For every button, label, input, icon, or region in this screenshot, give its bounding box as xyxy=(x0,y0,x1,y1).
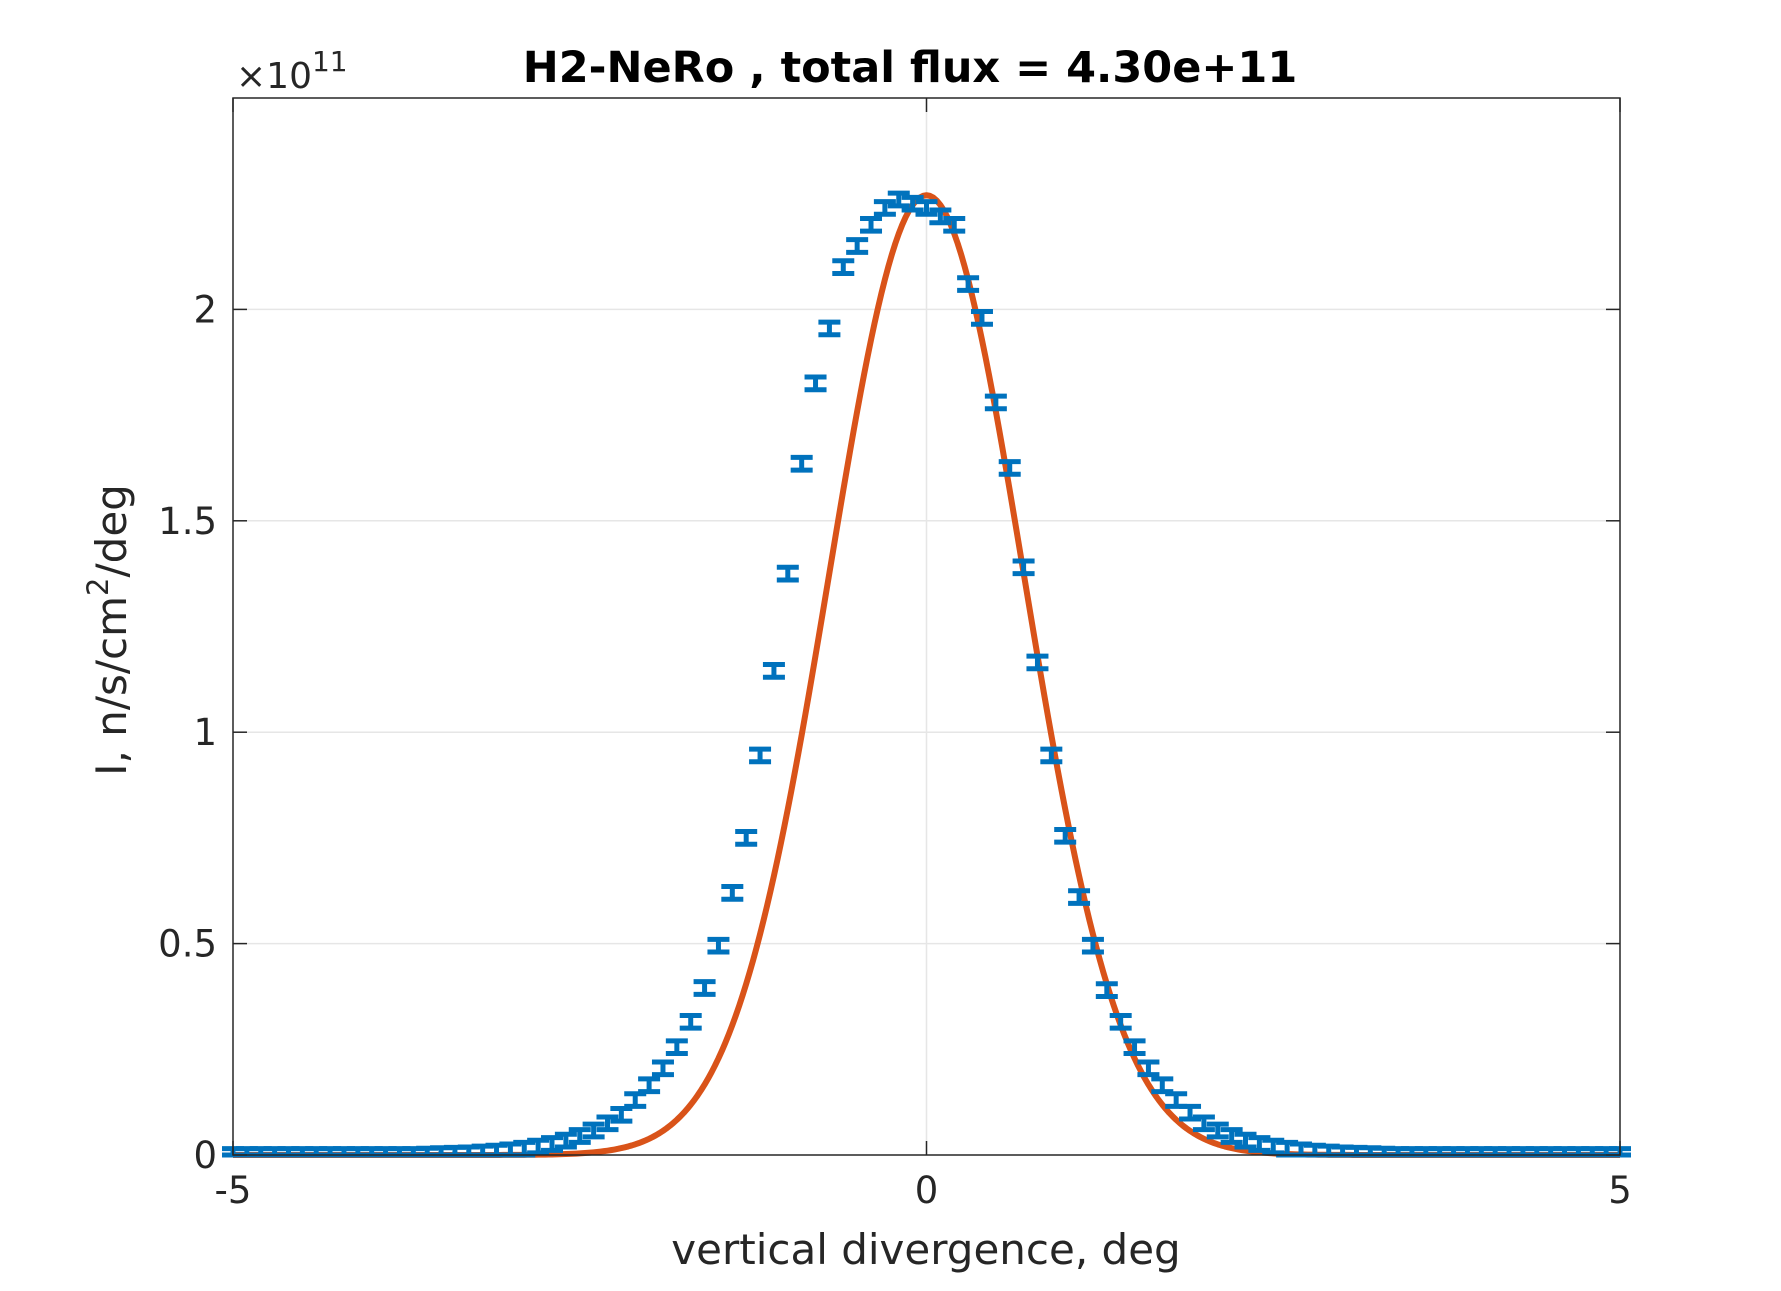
errorbar-point xyxy=(1248,1135,1271,1153)
y-axis-title: I, n/s/cm2/deg xyxy=(81,484,136,776)
errorbar-point xyxy=(762,662,785,680)
errorbar-point xyxy=(1012,558,1035,577)
errorbar-point xyxy=(804,374,827,393)
errorbar-point xyxy=(568,1127,591,1145)
errorbar-point xyxy=(1040,746,1063,765)
errorbar-point xyxy=(998,459,1021,477)
errorbar-point xyxy=(638,1076,661,1095)
errorbar-point xyxy=(1081,936,1104,955)
errorbar-point xyxy=(887,190,910,209)
errorbar-point xyxy=(1206,1121,1229,1140)
y-tick-label: 1 xyxy=(193,711,217,754)
chart-title: H2-NeRo , total flux = 4.30e+11 xyxy=(523,43,1298,93)
x-tick-label: 5 xyxy=(1608,1169,1632,1212)
y-tick-label: 2 xyxy=(193,288,217,331)
errorbar-point xyxy=(1123,1038,1146,1057)
errorbar-point xyxy=(1109,1012,1132,1031)
errorbar-point xyxy=(721,884,744,902)
y-axis-title-sup: 2 xyxy=(81,577,115,595)
errorbar-point xyxy=(735,829,758,847)
errorbar-point xyxy=(901,194,924,213)
x-tick-label: 0 xyxy=(915,1169,939,1212)
errorbar-point xyxy=(693,979,716,997)
errorbar-point xyxy=(1095,981,1118,999)
errorbar-point xyxy=(957,275,980,293)
errorbar-point xyxy=(818,319,841,338)
errorbar-point xyxy=(929,207,952,226)
y-axis-title-main: I, n/s/cm xyxy=(87,596,136,776)
errorbar-point xyxy=(1234,1131,1257,1150)
y-tick-label: 0 xyxy=(193,1134,217,1177)
errorbar-point xyxy=(749,746,772,765)
errorbar-point xyxy=(1068,888,1091,906)
errorbar-point xyxy=(596,1114,619,1133)
errorbar-point xyxy=(665,1038,688,1057)
errorbar-point xyxy=(776,564,799,583)
y-axis-title-tail: /deg xyxy=(87,484,136,577)
y-exponent-label: ×1011 xyxy=(236,45,348,97)
x-tick-label: -5 xyxy=(215,1169,252,1212)
errorbar-point xyxy=(651,1059,674,1078)
errorbar-point xyxy=(1220,1127,1243,1145)
errorbar-point xyxy=(527,1137,550,1156)
errorbar-point xyxy=(970,309,993,327)
errorbar-point xyxy=(846,237,869,255)
errorbar-point xyxy=(1054,826,1077,845)
y-exponent-power: 11 xyxy=(312,45,348,78)
errorbar-point xyxy=(943,215,966,234)
errorbar-point xyxy=(541,1135,564,1153)
errorbar-point xyxy=(707,936,730,955)
errorbar-point xyxy=(554,1131,577,1150)
errorbar-point xyxy=(1137,1059,1160,1078)
errorbar-point xyxy=(832,258,855,276)
errorbar-point xyxy=(873,199,896,217)
x-axis-title: vertical divergence, deg xyxy=(671,1225,1180,1274)
y-tick-label: 1.5 xyxy=(158,500,217,543)
errorbar-point xyxy=(984,393,1007,412)
errorbar-point xyxy=(679,1012,702,1031)
errorbar-point xyxy=(790,454,813,473)
errorbar-point xyxy=(915,199,938,217)
y-exponent-base: ×10 xyxy=(236,56,312,97)
errorbar-point xyxy=(1192,1114,1215,1133)
axis-ticks xyxy=(232,98,1621,1156)
tick-labels: 00.511.52-5 0 5 xyxy=(158,288,1632,1212)
y-tick-label: 0.5 xyxy=(158,923,217,966)
errorbar-point xyxy=(1026,653,1049,672)
errorbar-point xyxy=(860,215,883,234)
errorbar-point xyxy=(582,1121,605,1140)
grid-lines xyxy=(233,98,1620,1155)
